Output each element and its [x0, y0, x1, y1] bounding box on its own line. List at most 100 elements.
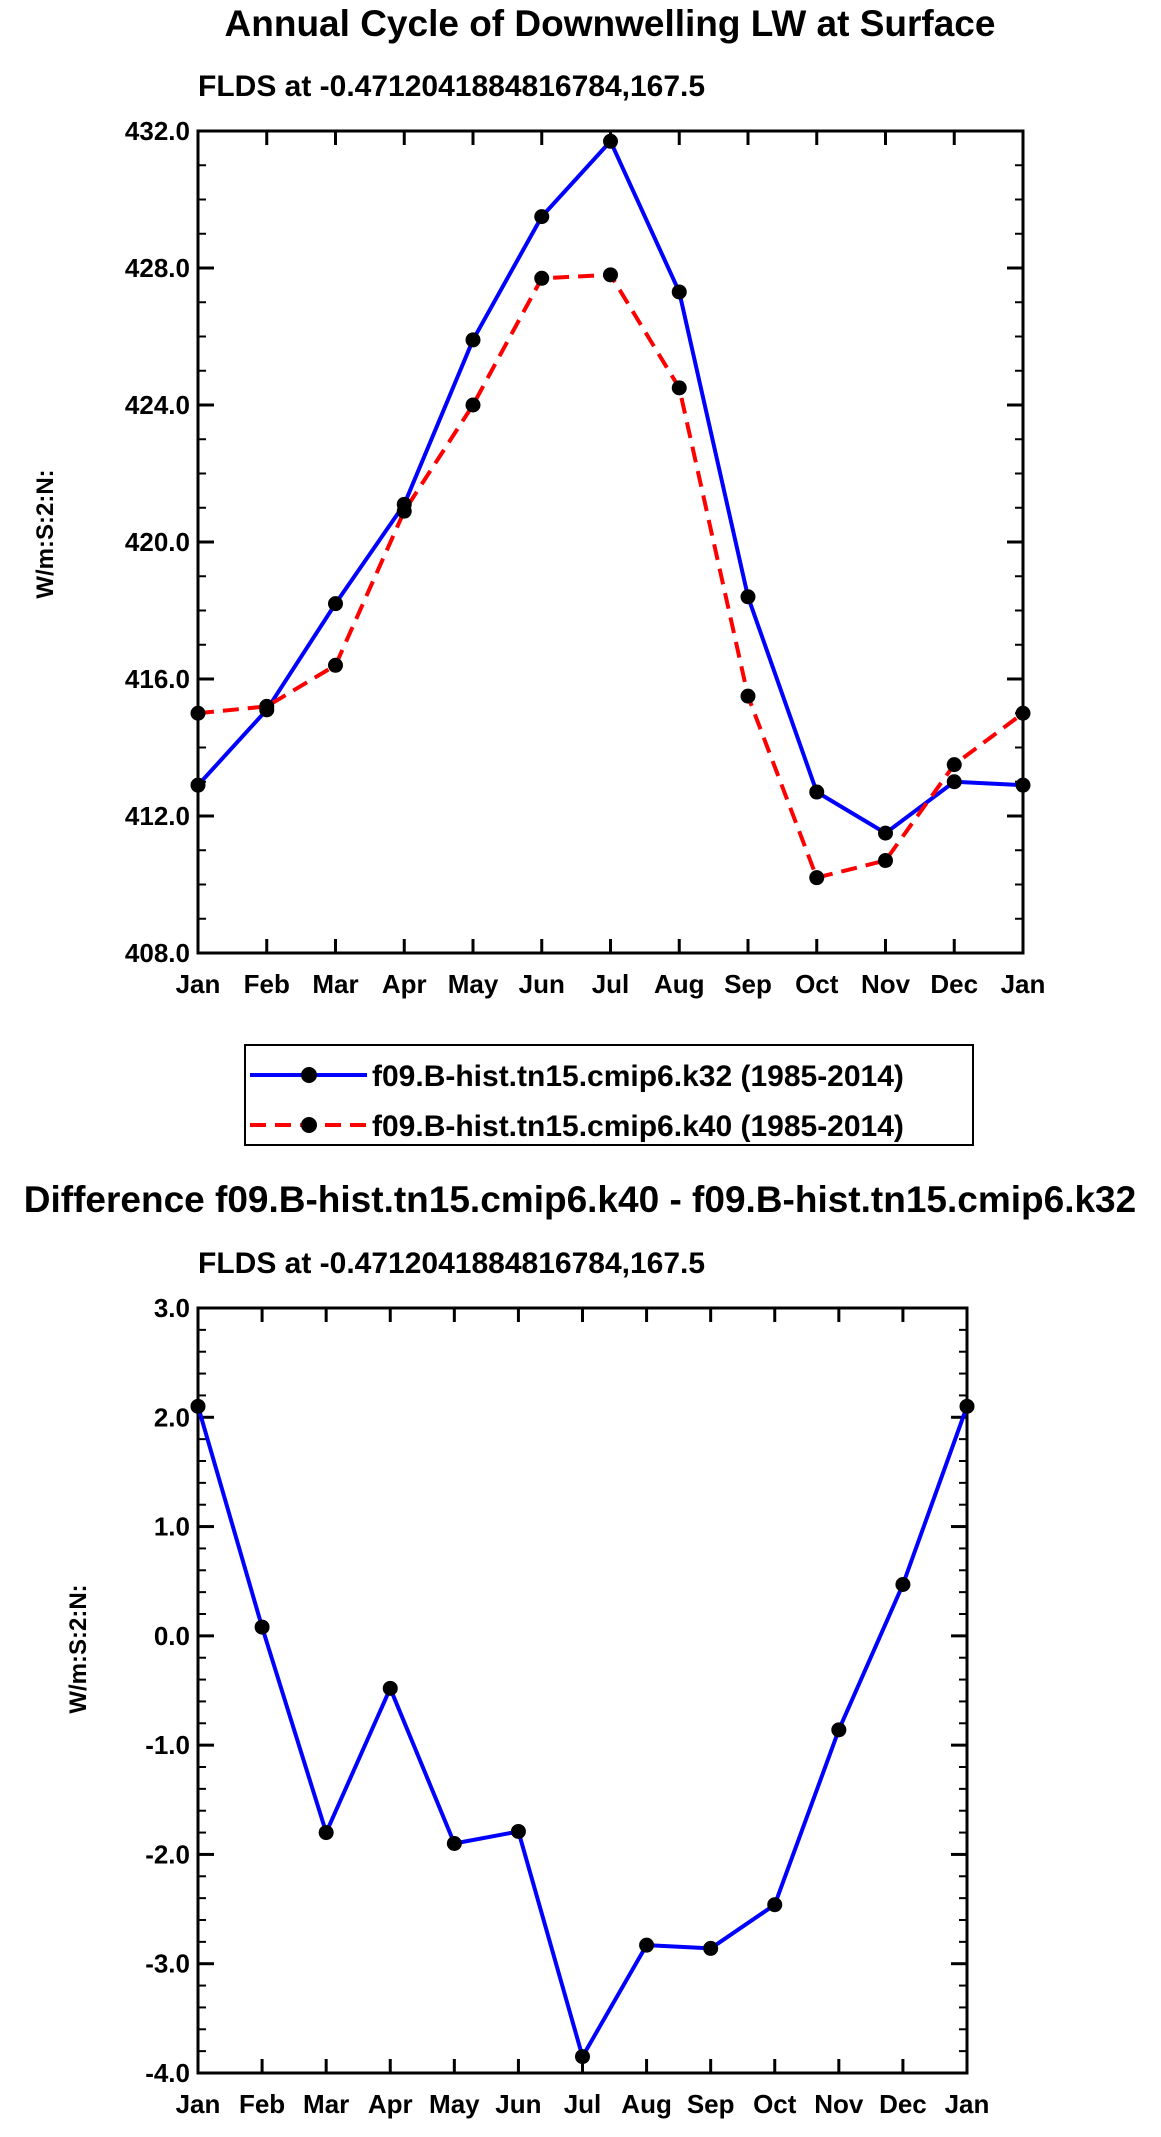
- chart2-title: Difference f09.B-hist.tn15.cmip6.k40 - f…: [24, 1179, 1136, 1220]
- y-tick-label: -1.0: [145, 1730, 190, 1760]
- x-tick-label: Jun: [519, 969, 565, 999]
- y-tick-label: 412.0: [125, 801, 190, 831]
- data-point-series-0: [190, 1398, 206, 1414]
- x-tick-label: Jul: [564, 2089, 602, 2119]
- y-tick-label: 408.0: [125, 938, 190, 968]
- x-tick-label: Apr: [368, 2089, 413, 2119]
- data-point-series-0: [831, 1722, 847, 1738]
- y-tick-label: 2.0: [154, 1402, 190, 1432]
- data-point-series-0: [575, 2049, 590, 2065]
- data-point-series-1: [878, 853, 893, 869]
- data-point-series-0: [254, 1619, 270, 1635]
- data-point-series-0: [959, 1398, 975, 1414]
- y-tick-label: 432.0: [125, 116, 190, 146]
- x-tick-label: Jan: [1001, 969, 1046, 999]
- data-point-series-1: [465, 397, 481, 413]
- data-point-series-1: [1015, 705, 1031, 721]
- y-tick-label: 428.0: [125, 253, 190, 283]
- data-point-series-0: [190, 777, 206, 793]
- data-point-series-0: [534, 209, 550, 225]
- data-point-series-0: [878, 825, 893, 841]
- data-point-series-0: [382, 1680, 398, 1696]
- plot-frame: [196, 129, 1025, 955]
- data-point-series-0: [328, 596, 343, 612]
- chart1-series-group: [190, 133, 1031, 886]
- data-point-series-0: [946, 774, 962, 790]
- data-point-series-1: [809, 870, 825, 886]
- series-line-0: [196, 1405, 969, 2059]
- x-tick-label: Nov: [861, 969, 911, 999]
- x-tick-label: Sep: [687, 2089, 735, 2119]
- plot-frame: [196, 1306, 969, 2075]
- chart1-axes: Jan Feb Mar Apr May Jun Jul Aug Sep Oct Nov Dec Jan4…: [125, 116, 1045, 999]
- y-tick-label: -3.0: [145, 1949, 190, 1979]
- chart1-subtitle: FLDS at -0.4712041884816784,167.5: [198, 70, 705, 103]
- data-point-series-0: [639, 1937, 655, 1953]
- data-point-series-0: [767, 1897, 783, 1913]
- chart1-title: Annual Cycle of Downwelling LW at Surfac…: [225, 3, 996, 44]
- x-tick-label: Jan: [176, 969, 221, 999]
- x-tick-label: Aug: [621, 2089, 672, 2119]
- legend-box: [244, 1044, 974, 1146]
- x-tick-label: Dec: [930, 969, 978, 999]
- y-tick-label: 416.0: [125, 664, 190, 694]
- data-point-series-1: [328, 657, 343, 673]
- data-point-series-0: [671, 284, 687, 300]
- y-tick-label: 424.0: [125, 390, 190, 420]
- data-point-series-0: [895, 1576, 911, 1592]
- data-point-series-0: [446, 1836, 462, 1851]
- chart1-legend: f09.B-hist.tn15.cmip6.k32 (1985-2014) f0…: [244, 1044, 974, 1146]
- y-tick-label: 420.0: [125, 527, 190, 557]
- x-tick-label: Aug: [654, 969, 705, 999]
- data-point-series-0: [809, 784, 825, 800]
- y-tick-label: 0.0: [154, 1621, 190, 1651]
- x-tick-label: Mar: [303, 2089, 349, 2119]
- y-tick-label: -4.0: [145, 2058, 190, 2088]
- data-point-series-0: [1015, 777, 1031, 793]
- x-tick-label: Jun: [495, 2089, 541, 2119]
- chart1-y-axis-label: W/m:S:2:N:: [32, 469, 59, 598]
- chart2-y-axis-label: W/m:S:2:N:: [65, 1584, 92, 1713]
- series-line-0: [196, 139, 1024, 836]
- data-point-series-0: [703, 1940, 719, 1956]
- y-tick-label: 3.0: [154, 1293, 190, 1323]
- chart2-subtitle: FLDS at -0.4712041884816784,167.5: [198, 1247, 705, 1280]
- data-point-series-0: [510, 1823, 526, 1839]
- data-point-series-0: [318, 1825, 334, 1841]
- x-tick-label: May: [429, 2089, 480, 2119]
- data-point-series-0: [740, 589, 756, 605]
- legend-label-k32: f09.B-hist.tn15.cmip6.k32 (1985-2014): [372, 1060, 904, 1093]
- data-point-series-1: [671, 380, 687, 396]
- legend-marker-k40: [301, 1117, 317, 1133]
- x-tick-label: Feb: [239, 2089, 285, 2119]
- x-tick-label: Jan: [945, 2089, 990, 2119]
- data-point-series-1: [190, 705, 206, 721]
- data-point-series-1: [259, 698, 275, 714]
- data-point-series-1: [946, 757, 962, 773]
- chart2-series-group: [190, 1398, 975, 2065]
- data-point-series-1: [740, 688, 756, 704]
- annual-cycle-chart: Annual Cycle of Downwelling LW at Surfac…: [32, 3, 1045, 1146]
- x-tick-label: Mar: [312, 969, 358, 999]
- y-tick-label: -2.0: [145, 1839, 190, 1869]
- legend-marker-k32: [301, 1067, 317, 1083]
- x-tick-label: Jul: [592, 969, 630, 999]
- x-tick-label: Oct: [753, 2089, 797, 2119]
- x-tick-label: Apr: [382, 969, 427, 999]
- y-tick-label: 1.0: [154, 1512, 190, 1542]
- chart2-axes: Jan Feb Mar Apr May Jun Jul Aug Sep Oct Nov Dec Jan-…: [145, 1293, 989, 2119]
- series-line-1: [197, 272, 1025, 880]
- legend-label-k40: f09.B-hist.tn15.cmip6.k40 (1985-2014): [372, 1110, 904, 1143]
- difference-chart: Difference f09.B-hist.tn15.cmip6.k40 - f…: [24, 1179, 1136, 2119]
- data-point-series-1: [603, 267, 618, 283]
- x-tick-label: Sep: [724, 969, 772, 999]
- x-tick-label: Nov: [814, 2089, 864, 2119]
- x-tick-label: Oct: [795, 969, 839, 999]
- x-tick-label: May: [448, 969, 499, 999]
- data-point-series-1: [534, 270, 550, 286]
- data-point-series-0: [465, 332, 481, 348]
- data-point-series-0: [603, 133, 618, 149]
- x-tick-label: Feb: [244, 969, 290, 999]
- data-point-series-1: [396, 503, 412, 519]
